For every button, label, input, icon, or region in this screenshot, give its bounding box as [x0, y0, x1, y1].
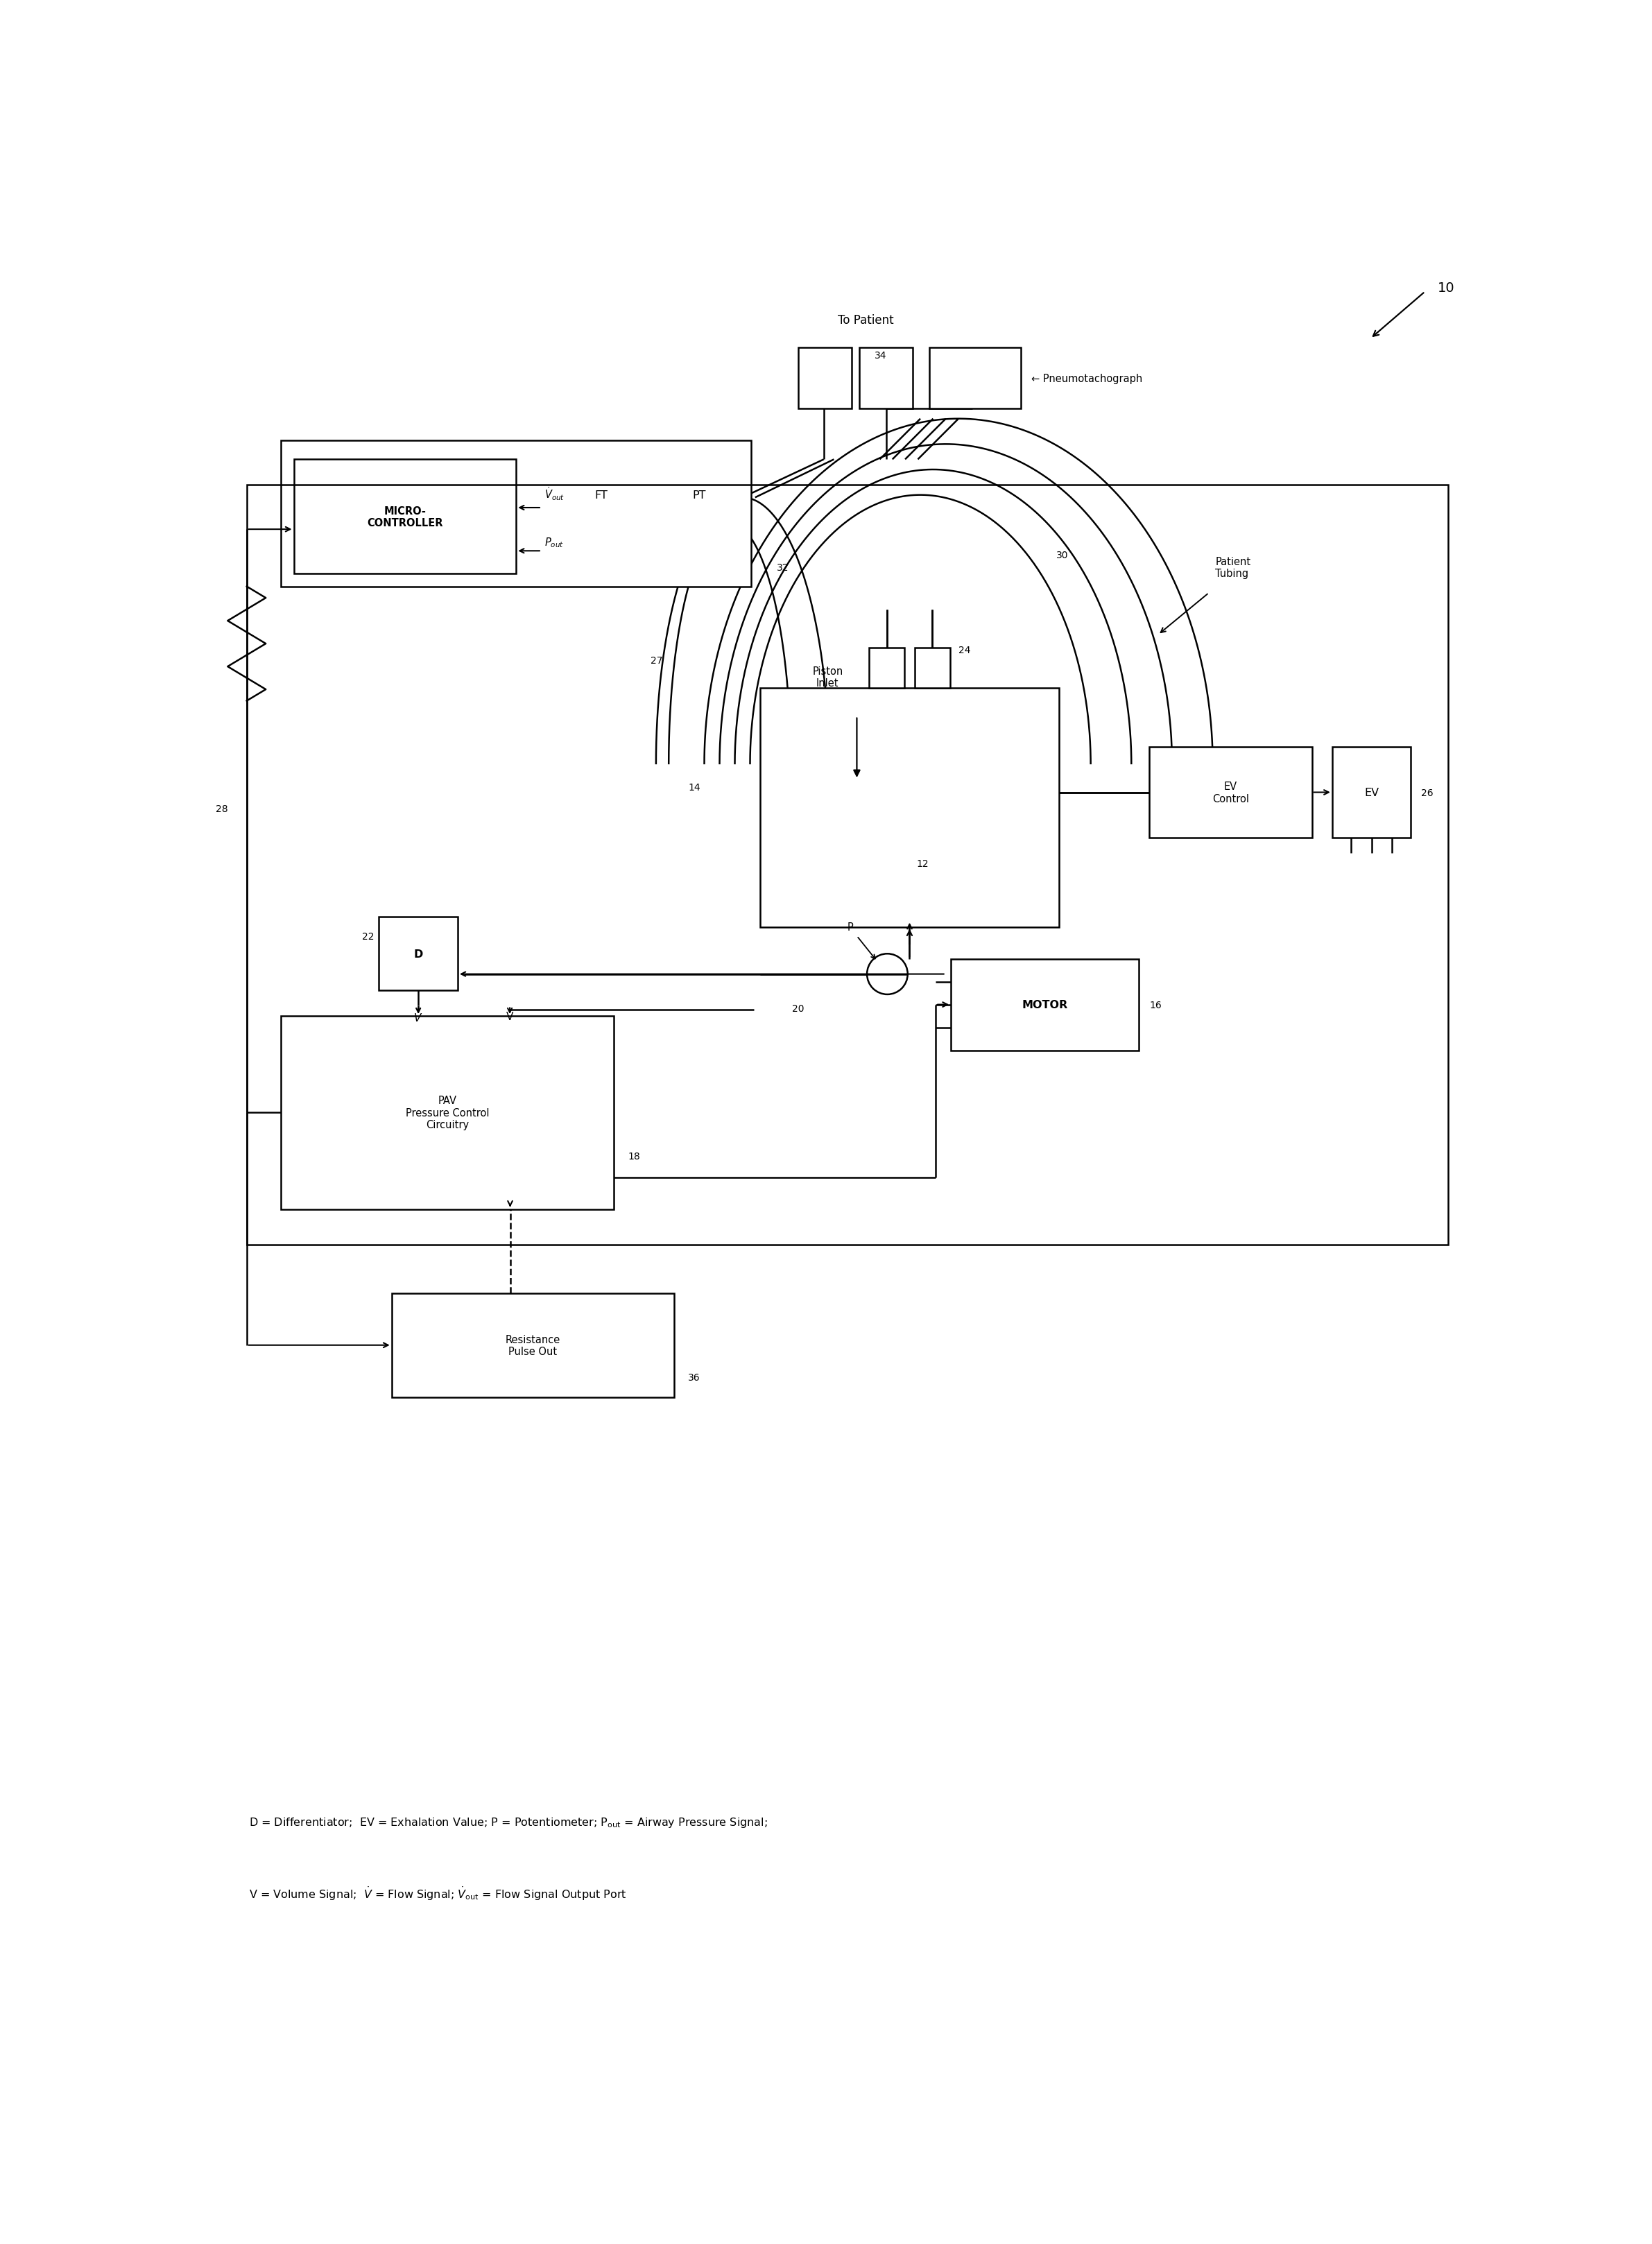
Text: D = Differentiator;  EV = Exhalation Value; P = Potentiometer; P$_{\mathrm{out}}: D = Differentiator; EV = Exhalation Valu… — [249, 1815, 768, 1829]
Bar — [915, 649, 950, 689]
Text: P: P — [847, 922, 852, 934]
Text: Resistance
Pulse Out: Resistance Pulse Out — [506, 1335, 560, 1358]
Text: 24: 24 — [958, 646, 971, 655]
Text: V = Volume Signal;  $\dot{V}$ = Flow Signal; $\dot{V}_{\mathrm{out}}$ = Flow Sig: V = Volume Signal; $\dot{V}$ = Flow Sign… — [249, 1885, 628, 1901]
Bar — [869, 649, 905, 689]
Text: 28: 28 — [215, 803, 228, 815]
Bar — [246, 485, 1447, 1245]
Text: EV
Control: EV Control — [1213, 781, 1249, 803]
Text: PT: PT — [692, 489, 705, 500]
Bar — [798, 348, 852, 408]
Text: 36: 36 — [687, 1373, 700, 1382]
Text: Patient
Tubing: Patient Tubing — [1216, 557, 1251, 579]
Text: To Patient: To Patient — [838, 314, 894, 325]
Bar — [760, 689, 1059, 927]
Text: 14: 14 — [689, 783, 700, 792]
Text: FT: FT — [595, 489, 608, 500]
Bar — [1150, 747, 1312, 839]
Text: V: V — [506, 1012, 514, 1021]
Text: $P_{out}$: $P_{out}$ — [544, 536, 563, 550]
Text: 20: 20 — [793, 1003, 805, 1014]
Bar — [952, 958, 1138, 1050]
Text: 30: 30 — [1056, 550, 1069, 561]
Bar — [930, 348, 1021, 408]
Text: MOTOR: MOTOR — [1023, 999, 1067, 1010]
Bar — [392, 1293, 674, 1398]
Bar — [281, 1017, 615, 1210]
Text: EV: EV — [1365, 788, 1379, 799]
Bar — [281, 440, 752, 588]
Text: 34: 34 — [874, 350, 887, 361]
Text: 16: 16 — [1150, 1001, 1161, 1010]
Text: D: D — [413, 949, 423, 958]
Text: 22: 22 — [362, 931, 373, 940]
Bar — [659, 458, 740, 534]
Bar — [294, 460, 515, 574]
Text: 12: 12 — [917, 859, 928, 868]
Text: 18: 18 — [628, 1151, 641, 1160]
Text: Piston
Inlet: Piston Inlet — [813, 666, 843, 689]
Bar — [378, 918, 458, 992]
Text: 26: 26 — [1421, 788, 1434, 797]
Bar — [1332, 747, 1411, 839]
Text: ← Pneumotachograph: ← Pneumotachograph — [1031, 373, 1142, 384]
Bar — [560, 458, 643, 534]
Bar — [859, 348, 914, 408]
Text: 27: 27 — [651, 655, 662, 666]
Text: $\dot{V}$: $\dot{V}$ — [413, 1010, 423, 1023]
Text: 32: 32 — [776, 563, 790, 572]
Text: $\dot{V}_{out}$: $\dot{V}_{out}$ — [544, 485, 565, 503]
Text: 10: 10 — [1437, 283, 1455, 294]
Text: MICRO-
CONTROLLER: MICRO- CONTROLLER — [367, 505, 443, 527]
Text: PAV
Pressure Control
Circuitry: PAV Pressure Control Circuitry — [406, 1095, 489, 1131]
